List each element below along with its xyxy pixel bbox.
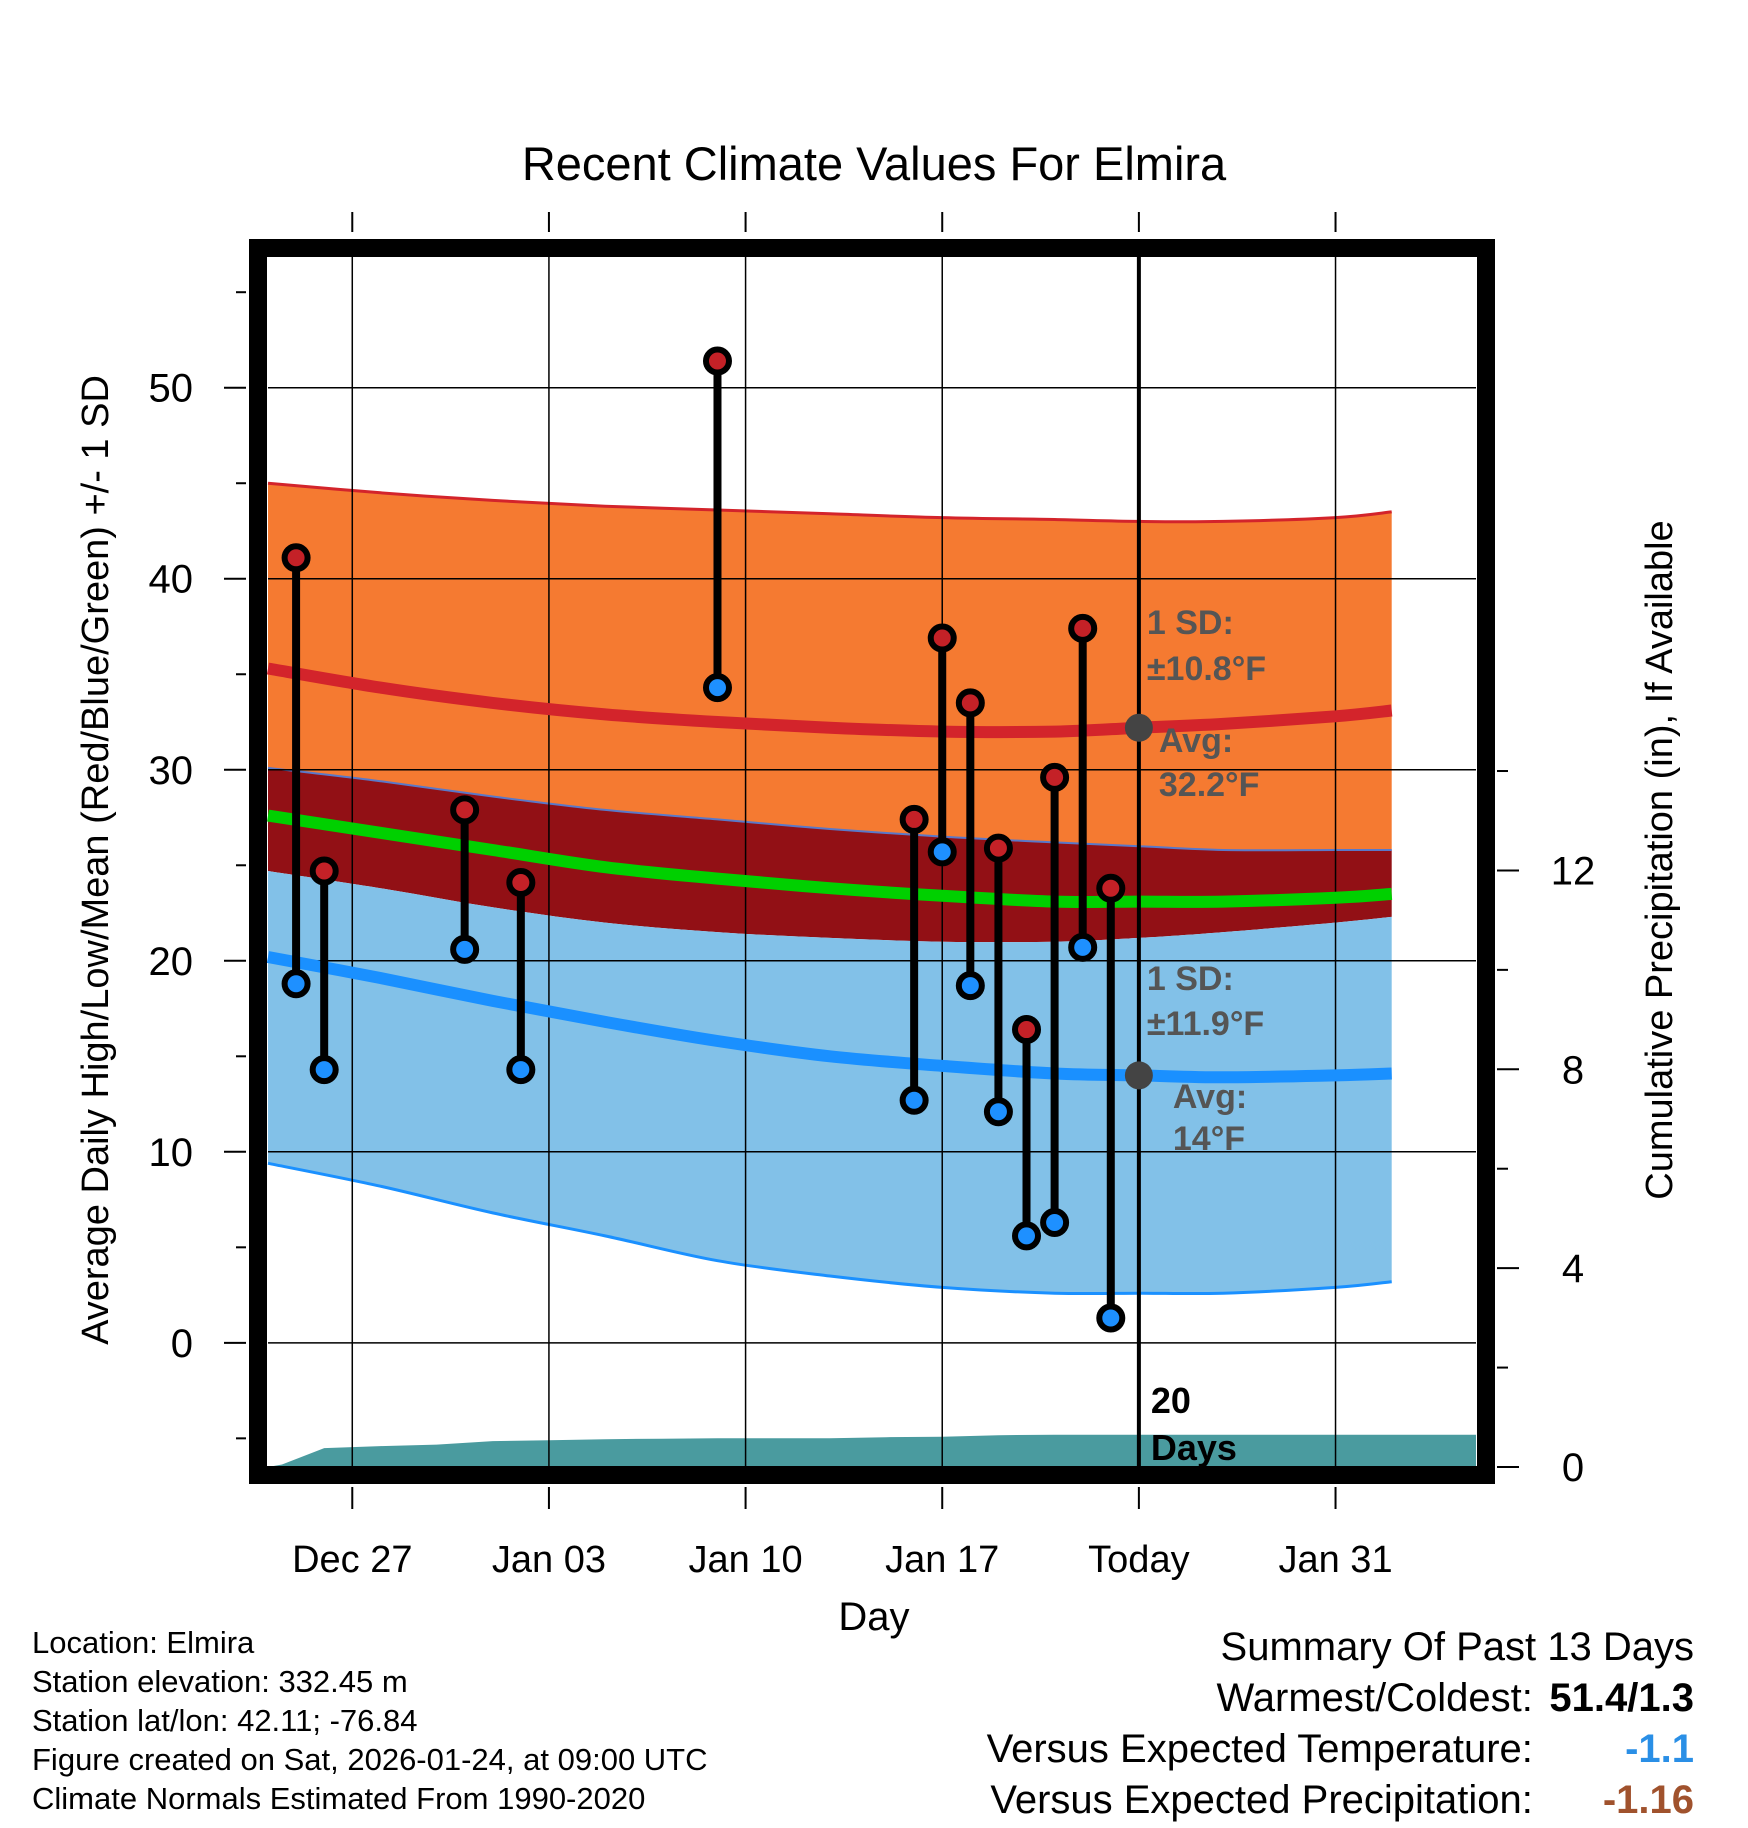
x-tick-label: Jan 31 bbox=[1278, 1539, 1392, 1581]
x-tick-label: Today bbox=[1088, 1539, 1189, 1581]
obs-high-point bbox=[983, 833, 1013, 863]
high-minus-sd-line bbox=[267, 766, 1392, 852]
warm-cold-label: Warmest/Coldest: bbox=[1216, 1676, 1533, 1720]
temp-label: Versus Expected Temperature: bbox=[986, 1727, 1533, 1771]
summary-panel: Summary Of Past 13 Days Warmest/Coldest:… bbox=[987, 1622, 1694, 1826]
y2-tick-label: 8 bbox=[1562, 1048, 1584, 1092]
x-tick-label: Dec 27 bbox=[292, 1539, 412, 1581]
low-avg-value: 14°F bbox=[1173, 1120, 1245, 1158]
summary-precip: Versus Expected Precipitation: -1.16 bbox=[987, 1775, 1694, 1826]
obs-high-point bbox=[309, 856, 339, 886]
days-word: Days bbox=[1151, 1427, 1237, 1468]
elevation-text: Station elevation: 332.45 m bbox=[32, 1664, 408, 1699]
y-tick-label: 30 bbox=[149, 749, 194, 793]
low-minus-sd-line bbox=[267, 1161, 1392, 1296]
obs-low-point bbox=[450, 934, 480, 964]
y-tick-label: 0 bbox=[171, 1322, 193, 1366]
obs-low-point bbox=[1096, 1303, 1126, 1333]
y-tick-label: 40 bbox=[149, 558, 194, 602]
obs-low-point bbox=[1012, 1221, 1042, 1251]
high-avg-label: Avg: bbox=[1159, 722, 1233, 760]
y-tick-label: 10 bbox=[149, 1131, 194, 1175]
created-text: Figure created on Sat, 2026-01-24, at 09… bbox=[32, 1742, 708, 1777]
summary-temp: Versus Expected Temperature: -1.1 bbox=[987, 1724, 1694, 1775]
high-sd-label: 1 SD: bbox=[1147, 604, 1234, 642]
precip-area bbox=[268, 1434, 1476, 1467]
normals-text: Climate Normals Estimated From 1990-2020 bbox=[32, 1781, 646, 1816]
chart-title: Recent Climate Values For Elmira bbox=[522, 137, 1227, 190]
precip-label: Versus Expected Precipitation: bbox=[990, 1778, 1533, 1822]
y-axis-label: Average Daily High/Low/Mean (Red/Blue/Gr… bbox=[75, 375, 117, 1345]
obs-low-point bbox=[927, 837, 957, 867]
obs-low-point bbox=[983, 1097, 1013, 1127]
obs-high-point bbox=[1068, 613, 1098, 643]
y2-axis-label: Cumulative Precipitation (in), If Availa… bbox=[1639, 520, 1681, 1199]
obs-low-point bbox=[899, 1085, 929, 1115]
summary-title: Summary Of Past 13 Days bbox=[1220, 1625, 1694, 1669]
y2-tick-label: 12 bbox=[1551, 849, 1596, 893]
high-plus-sd-line bbox=[267, 481, 1392, 524]
temp-value: -1.1 bbox=[1625, 1727, 1694, 1771]
high-avg-value: 32.2°F bbox=[1159, 766, 1260, 804]
obs-high-point bbox=[927, 623, 957, 653]
obs-low-point bbox=[1040, 1207, 1070, 1237]
obs-high-point bbox=[899, 804, 929, 834]
obs-low-point bbox=[702, 673, 732, 703]
y2-tick-label: 0 bbox=[1562, 1446, 1584, 1490]
x-tick-label: Jan 17 bbox=[885, 1539, 999, 1581]
plot-frame bbox=[249, 239, 1495, 1484]
y2-tick-label: 4 bbox=[1562, 1247, 1584, 1291]
y-tick-label: 20 bbox=[149, 940, 194, 984]
obs-high-point bbox=[1040, 762, 1070, 792]
high-mean-line bbox=[266, 662, 1393, 739]
obs-high-point bbox=[450, 795, 480, 825]
latlon-text: Station lat/lon: 42.11; -76.84 bbox=[32, 1703, 418, 1738]
obs-low-point bbox=[506, 1055, 536, 1085]
obs-low-point bbox=[309, 1055, 339, 1085]
obs-high-point bbox=[702, 346, 732, 376]
today-high-avg-dot bbox=[1124, 713, 1153, 742]
obs-high-point bbox=[955, 688, 985, 718]
high-sd-value: ±10.8°F bbox=[1147, 650, 1266, 688]
days-number: 20 bbox=[1151, 1380, 1191, 1421]
x-tick-label: Jan 10 bbox=[689, 1539, 803, 1581]
obs-low-point bbox=[281, 969, 311, 999]
daily-mean-line bbox=[267, 809, 1393, 908]
location-text: Location: Elmira bbox=[32, 1625, 255, 1660]
obs-low-point bbox=[955, 971, 985, 1001]
x-tick-label: Jan 03 bbox=[492, 1539, 606, 1581]
low-avg-label: Avg: bbox=[1173, 1078, 1247, 1116]
obs-high-point bbox=[1012, 1015, 1042, 1045]
station-info: Location: Elmira Station elevation: 332.… bbox=[32, 1623, 708, 1818]
precip-value: -1.16 bbox=[1602, 1778, 1694, 1822]
obs-high-point bbox=[506, 867, 536, 897]
obs-high-point bbox=[281, 543, 311, 573]
obs-high-point bbox=[1096, 873, 1126, 903]
today-low-avg-dot bbox=[1124, 1061, 1153, 1090]
low-sd-value: ±11.9°F bbox=[1147, 1005, 1264, 1043]
low-sd-label: 1 SD: bbox=[1147, 960, 1234, 998]
summary-warm-cold: Warmest/Coldest: 51.4/1.3 bbox=[987, 1673, 1695, 1724]
x-axis-label: Day bbox=[838, 1595, 909, 1639]
low-mean-line bbox=[266, 951, 1392, 1084]
warm-cold-value: 51.4/1.3 bbox=[1549, 1676, 1694, 1720]
obs-low-point bbox=[1068, 932, 1098, 962]
y-tick-label: 50 bbox=[149, 367, 194, 411]
